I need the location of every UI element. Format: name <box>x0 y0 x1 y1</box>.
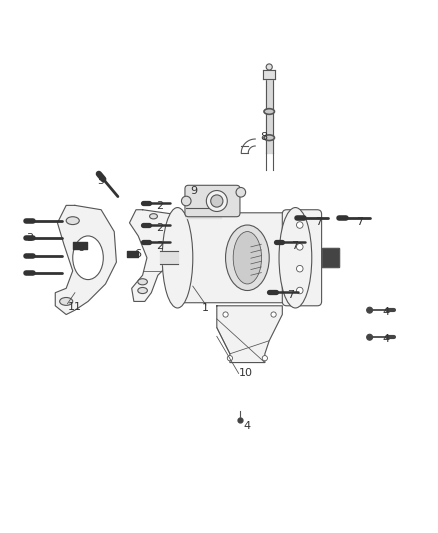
Ellipse shape <box>138 279 148 285</box>
Text: 7: 7 <box>291 240 298 251</box>
Ellipse shape <box>66 217 79 224</box>
Polygon shape <box>266 77 273 153</box>
Text: 6: 6 <box>134 249 141 259</box>
Polygon shape <box>263 70 276 79</box>
Text: 4: 4 <box>383 334 390 344</box>
Text: 7: 7 <box>315 216 322 227</box>
Text: 2: 2 <box>155 240 163 251</box>
Ellipse shape <box>138 287 148 294</box>
Text: 8: 8 <box>261 132 268 142</box>
Ellipse shape <box>264 135 275 141</box>
Ellipse shape <box>150 214 157 219</box>
Ellipse shape <box>206 190 227 212</box>
FancyBboxPatch shape <box>174 213 303 303</box>
Text: 2: 2 <box>155 201 163 211</box>
Ellipse shape <box>162 207 193 308</box>
Ellipse shape <box>297 244 303 250</box>
Ellipse shape <box>226 225 269 290</box>
Ellipse shape <box>227 356 233 361</box>
Text: 9: 9 <box>191 187 198 196</box>
Text: 3: 3 <box>26 233 33 243</box>
Polygon shape <box>321 248 339 268</box>
Polygon shape <box>160 251 177 264</box>
Ellipse shape <box>236 188 246 197</box>
Polygon shape <box>55 205 117 314</box>
Text: 4: 4 <box>243 421 250 431</box>
Ellipse shape <box>266 64 272 70</box>
Ellipse shape <box>297 222 303 228</box>
Ellipse shape <box>181 196 191 206</box>
Ellipse shape <box>271 312 276 317</box>
Text: 2: 2 <box>155 223 163 233</box>
Text: 6: 6 <box>77 243 84 253</box>
Polygon shape <box>130 210 182 302</box>
Ellipse shape <box>73 236 103 280</box>
Text: 7: 7 <box>287 290 294 300</box>
Text: 10: 10 <box>239 368 253 378</box>
Text: 11: 11 <box>67 302 81 312</box>
Polygon shape <box>186 208 221 219</box>
FancyBboxPatch shape <box>185 185 240 217</box>
Ellipse shape <box>211 195 223 207</box>
Ellipse shape <box>297 287 303 294</box>
Text: 5: 5 <box>97 176 104 187</box>
Ellipse shape <box>367 307 373 313</box>
Ellipse shape <box>60 297 73 305</box>
Ellipse shape <box>223 312 228 317</box>
Ellipse shape <box>297 265 303 272</box>
Ellipse shape <box>367 334 373 340</box>
Polygon shape <box>201 213 212 216</box>
Ellipse shape <box>233 231 261 284</box>
Text: 4: 4 <box>383 308 390 317</box>
FancyBboxPatch shape <box>283 210 321 306</box>
Ellipse shape <box>262 356 268 361</box>
Text: 1: 1 <box>201 303 208 313</box>
Text: 7: 7 <box>357 216 364 227</box>
Polygon shape <box>217 306 283 362</box>
Ellipse shape <box>279 207 312 308</box>
Ellipse shape <box>264 109 275 115</box>
